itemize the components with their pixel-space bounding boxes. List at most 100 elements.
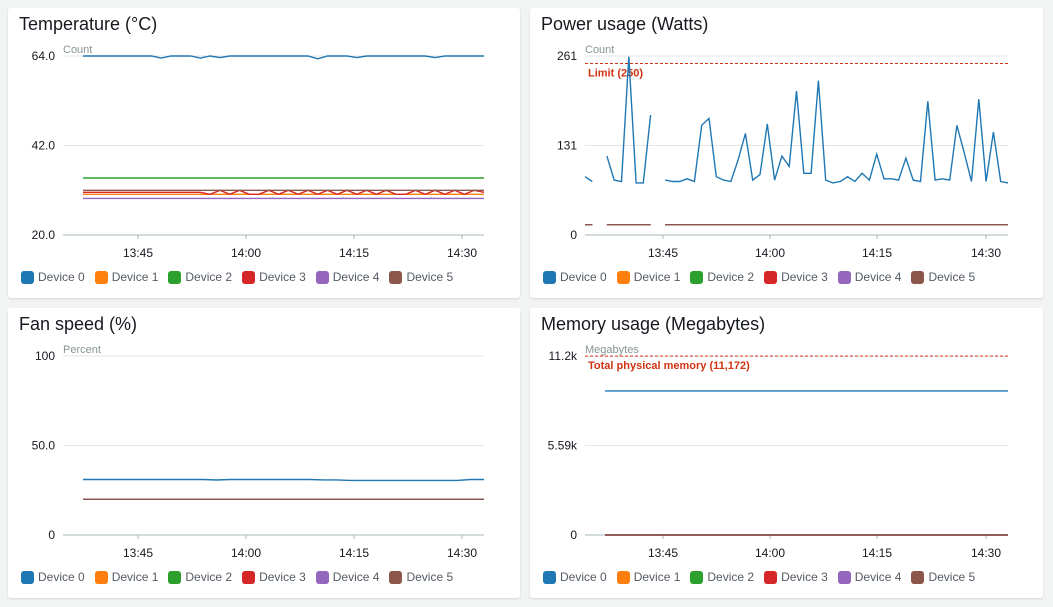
x-tick-label: 13:45 (648, 246, 678, 260)
legend-item-device-5[interactable]: Device 5 (389, 270, 453, 284)
legend-swatch (911, 570, 925, 584)
x-tick-label: 14:30 (971, 546, 1001, 560)
legend-item-device-5[interactable]: Device 5 (911, 570, 975, 584)
legend-label: Device 0 (38, 570, 85, 584)
y-tick-label: 50.0 (32, 439, 56, 453)
legend-item-device-1[interactable]: Device 1 (616, 570, 681, 584)
threshold-label: Limit (250) (588, 68, 643, 80)
legend-label: Device 4 (332, 570, 380, 584)
x-tick-label: 14:00 (755, 546, 785, 560)
y-axis-unit-label: Count (63, 44, 92, 56)
x-tick-label: 14:15 (862, 546, 892, 560)
chart-legend: Device 0 Device 1 Device 2 Device 3 Device 4… (21, 270, 453, 284)
power-usage-chart: 261 131 0 Count 13:45 14:00 14:15 14:30 Limit (2… (557, 44, 1009, 260)
x-tick-label: 14:00 (231, 546, 261, 560)
y-axis-unit-label: Count (585, 44, 614, 56)
legend-label: Device 5 (406, 270, 454, 284)
legend-swatch (389, 270, 403, 284)
legend-label: Device 4 (854, 270, 902, 284)
legend-swatch (690, 270, 704, 284)
legend-item-device-3[interactable]: Device 3 (764, 570, 828, 584)
y-tick-label: 64.0 (32, 49, 56, 63)
legend-item-device-3[interactable]: Device 3 (242, 270, 306, 284)
legend-item-device-1[interactable]: Device 1 (94, 570, 159, 584)
legend-label: Device 4 (332, 270, 380, 284)
legend-item-device-2[interactable]: Device 2 (690, 270, 754, 284)
legend-swatch (389, 570, 403, 584)
legend-label: Device 5 (928, 270, 976, 284)
legend-swatch (94, 570, 108, 584)
legend-label: Device 3 (259, 270, 306, 284)
y-axis-unit-label: Megabytes (585, 344, 639, 356)
legend-swatch (764, 570, 778, 584)
legend-label: Device 2 (707, 270, 755, 284)
y-axis-unit-label: Percent (63, 344, 101, 356)
legend-swatch (837, 270, 851, 284)
series-line-device-0 (83, 478, 484, 482)
legend-label: Device 2 (707, 570, 755, 584)
legend-swatch (242, 270, 256, 284)
y-tick-label: 0 (570, 228, 577, 242)
legend-label: Device 3 (781, 270, 828, 284)
y-tick-label: 11.2k (549, 349, 578, 363)
legend-item-device-0[interactable]: Device 0 (21, 270, 85, 284)
series-line-device-0 (584, 56, 1009, 184)
legend-swatch (543, 270, 556, 284)
legend-item-device-5[interactable]: Device 5 (911, 270, 975, 284)
x-tick-label: 14:15 (862, 246, 892, 260)
panel-title: Memory usage (Megabytes) (541, 314, 766, 334)
memory-usage-panel: Memory usage (Megabytes) 11.2k 5.59k 0 Mega… (530, 308, 1043, 598)
temperature-chart: 64.0 42.0 20.0 Count 13:45 14:00 14:15 14:30 (32, 44, 485, 260)
legend-item-device-0[interactable]: Device 0 (543, 570, 607, 584)
chart-legend: Device 0 Device 1 Device 2 Device 3 Device 4… (543, 570, 975, 584)
panel-title: Temperature (°C) (19, 14, 158, 34)
fan-speed-chart: 100 50.0 0 Percent 13:45 14:00 14:15 14:30 (32, 344, 484, 560)
y-tick-label: 42.0 (32, 139, 56, 153)
legend-label: Device 5 (406, 570, 454, 584)
x-tick-label: 14:30 (447, 546, 477, 560)
legend-item-device-2[interactable]: Device 2 (690, 570, 754, 584)
legend-item-device-0[interactable]: Device 0 (543, 270, 607, 284)
legend-label: Device 1 (111, 270, 159, 284)
legend-item-device-1[interactable]: Device 1 (94, 270, 159, 284)
legend-swatch (168, 270, 182, 284)
legend-label: Device 4 (854, 570, 902, 584)
legend-item-device-4[interactable]: Device 4 (837, 570, 902, 584)
legend-swatch (94, 270, 108, 284)
legend-label: Device 1 (111, 570, 159, 584)
legend-label: Device 3 (781, 570, 828, 584)
legend-swatch (21, 570, 34, 584)
legend-swatch (242, 570, 256, 584)
legend-label: Device 1 (633, 570, 681, 584)
legend-swatch (21, 270, 34, 284)
y-tick-label: 0 (48, 528, 55, 542)
legend-item-device-1[interactable]: Device 1 (616, 270, 680, 284)
panel-title: Fan speed (%) (19, 314, 138, 334)
y-tick-label: 100 (35, 349, 55, 363)
legend-swatch (616, 270, 630, 284)
legend-item-device-4[interactable]: Device 4 (315, 270, 380, 284)
y-tick-label: 131 (557, 139, 577, 153)
legend-item-device-3[interactable]: Device 3 (242, 570, 306, 584)
chart-legend: Device 0 Device 1 Device 2 Device 3 Device 4… (21, 570, 453, 584)
y-tick-label: 261 (557, 49, 577, 63)
y-tick-label: 5.59k (548, 439, 578, 453)
legend-item-device-4[interactable]: Device 4 (315, 570, 380, 584)
x-tick-label: 14:15 (339, 246, 369, 260)
legend-item-device-2[interactable]: Device 2 (168, 570, 232, 584)
legend-swatch (315, 570, 329, 584)
legend-item-device-4[interactable]: Device 4 (837, 270, 902, 284)
legend-swatch (315, 270, 329, 284)
legend-swatch (911, 270, 925, 284)
x-tick-label: 13:45 (123, 246, 153, 260)
legend-swatch (543, 570, 556, 584)
legend-item-device-5[interactable]: Device 5 (389, 570, 453, 584)
legend-item-device-3[interactable]: Device 3 (764, 270, 828, 284)
legend-item-device-0[interactable]: Device 0 (21, 570, 85, 584)
legend-label: Device 0 (560, 270, 607, 284)
legend-item-device-2[interactable]: Device 2 (168, 270, 232, 284)
legend-label: Device 2 (185, 570, 233, 584)
legend-swatch (764, 270, 778, 284)
x-tick-label: 13:45 (123, 546, 153, 560)
chart-legend: Device 0 Device 1 Device 2 Device 3 Device 4… (543, 270, 975, 284)
